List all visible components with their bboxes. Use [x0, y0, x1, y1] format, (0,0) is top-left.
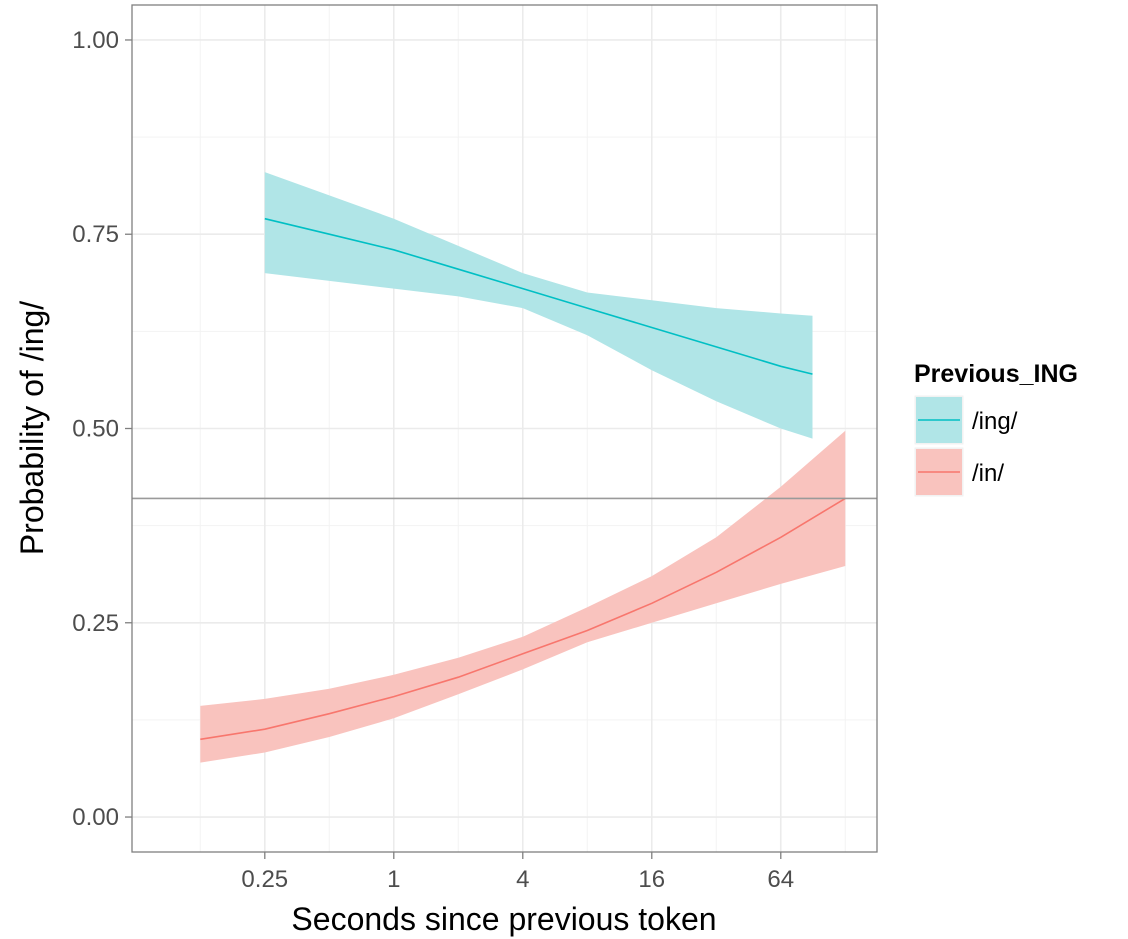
y-tick-label: 0.25	[72, 610, 119, 637]
grid-lines	[132, 5, 877, 852]
x-tick-label: 1	[387, 866, 400, 893]
axis-ticks: 0.25 1 4 16 64 0.00 0.25 0.50 0.75 1.00	[72, 27, 794, 893]
y-tick-label: 1.00	[72, 27, 119, 54]
y-tick-label: 0.50	[72, 416, 119, 443]
legend-title: Previous_ING	[914, 360, 1078, 388]
x-axis-title: Seconds since previous token	[291, 901, 716, 937]
x-tick-label: 16	[638, 866, 665, 893]
x-tick-label: 64	[767, 866, 794, 893]
y-tick-label: 0.75	[72, 221, 119, 248]
y-axis-title: Probability of /ing/	[14, 301, 50, 555]
series-line-ing	[264, 217, 813, 375]
legend-label-ing: /ing/	[972, 408, 1018, 435]
x-tick-label: 4	[516, 866, 529, 893]
confidence-band-ing	[264, 172, 813, 439]
x-tick-label: 0.25	[241, 866, 288, 893]
series-lines	[200, 217, 846, 741]
legend: Previous_ING /ing/ /in/	[913, 360, 1078, 498]
y-tick-label: 0.00	[72, 804, 119, 831]
legend-label-in: /in/	[972, 460, 1004, 487]
series-line-in	[200, 497, 846, 741]
